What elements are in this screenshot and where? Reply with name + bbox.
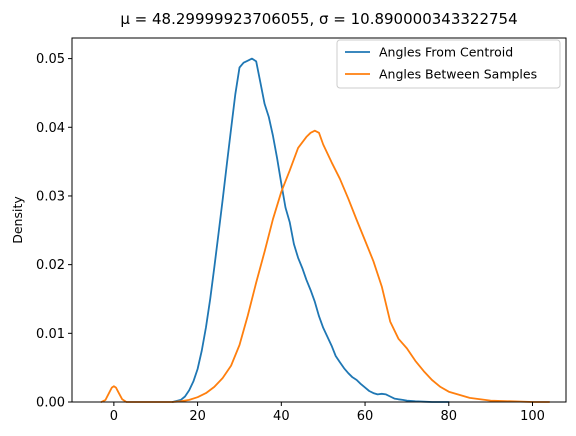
x-tick-label: 100 (520, 409, 545, 424)
legend-label-2: Angles Between Samples (379, 67, 537, 82)
chart-title: μ = 48.29999923706055, σ = 10.8900003433… (120, 10, 517, 28)
x-tick-label: 60 (357, 409, 374, 424)
x-tick-label: 80 (441, 409, 458, 424)
legend-label-1: Angles From Centroid (379, 45, 513, 60)
y-tick-label: 0.05 (36, 52, 65, 67)
y-tick-label: 0.00 (36, 396, 65, 411)
y-tick-label: 0.04 (36, 121, 65, 136)
plot-frame (71, 37, 567, 403)
x-tick-label: 0 (110, 409, 118, 424)
y-axis-ticks: 0.00 0.01 0.02 0.03 0.04 0.05 (36, 52, 72, 411)
y-tick-label: 0.01 (36, 327, 65, 342)
y-tick-label: 0.03 (36, 189, 65, 204)
y-axis-label: Density (10, 196, 25, 244)
x-axis-ticks: 0 20 40 60 80 100 (110, 402, 545, 424)
y-tick-label: 0.02 (36, 258, 65, 273)
axes (71, 37, 567, 403)
x-tick-label: 40 (273, 409, 290, 424)
legend-box (336, 39, 561, 89)
series-line-1 (171, 57, 450, 403)
x-tick-label: 20 (189, 409, 206, 424)
legend: Angles From Centroid Angles Between Sampl… (336, 39, 561, 89)
